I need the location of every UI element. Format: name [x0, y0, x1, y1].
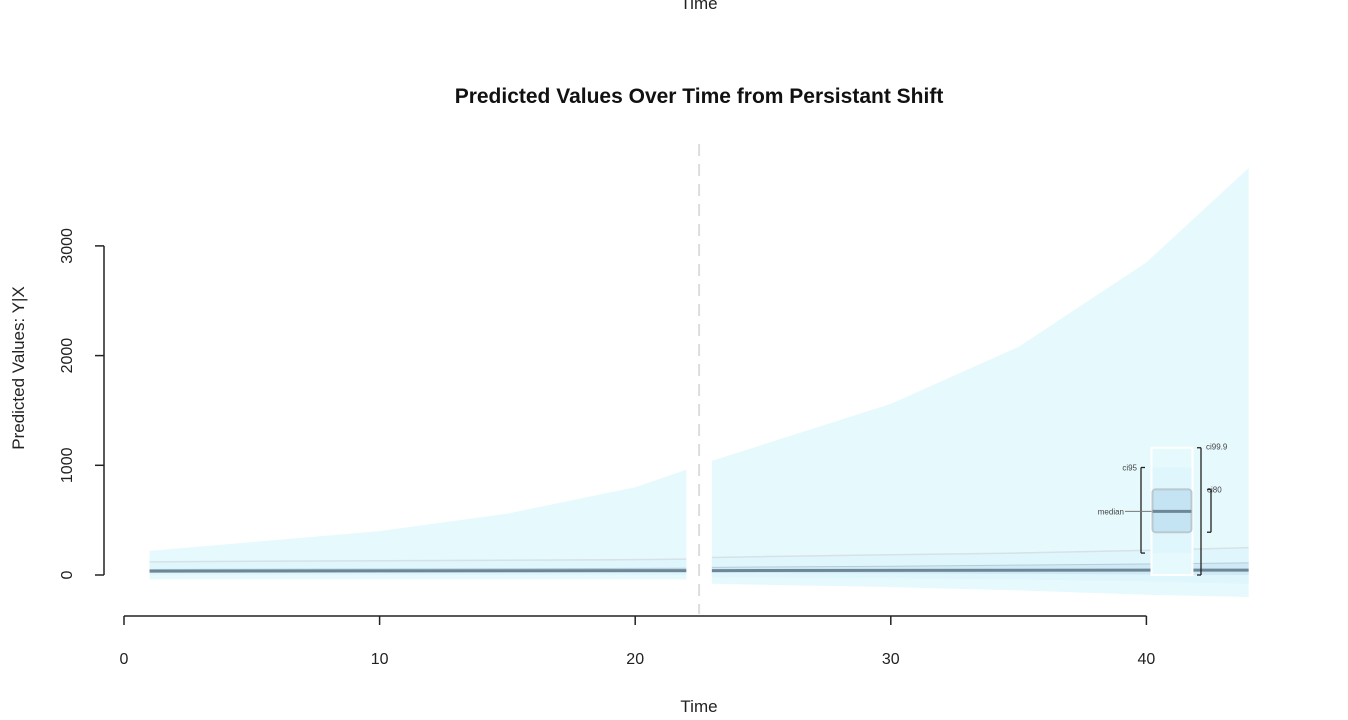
legend-ci99-9-label: ci99.9 — [1206, 443, 1228, 452]
legend-ci95-bracket — [1140, 466, 1145, 554]
legend-ci95-label: ci95 — [1122, 463, 1137, 472]
legend-ci80-bracket — [1207, 488, 1212, 533]
y-tick-label-1000: 1000 — [59, 447, 76, 483]
ci99-9-band-segment-1 — [149, 469, 687, 580]
y-tick-label-0: 0 — [59, 570, 76, 579]
x-tick-label-20: 20 — [626, 651, 644, 668]
x-axis-label: Time — [680, 697, 717, 716]
chart-title: Predicted Values Over Time from Persista… — [455, 85, 944, 108]
median-line-segment-1 — [149, 569, 687, 573]
y-axis-label: Predicted Values: Y|X — [9, 286, 28, 450]
ci80-upper-edge-1 — [149, 567, 687, 571]
x-tick-label-0: 0 — [120, 651, 129, 668]
x-tick-label-40: 40 — [1138, 651, 1156, 668]
ci99-9-band-segment-2 — [711, 168, 1249, 597]
legend-ci80-label: ci80 — [1207, 485, 1222, 494]
x-tick-label-10: 10 — [371, 651, 389, 668]
y-tick-label-3000: 3000 — [59, 228, 76, 264]
x-tick-label-30: 30 — [882, 651, 900, 668]
y-tick-label-2000: 2000 — [59, 338, 76, 374]
cropped-x-axis-label: Time — [680, 0, 717, 13]
legend-median-label: median — [1098, 507, 1124, 516]
axes: 0 10 20 30 40 0 1000 2000 3000 — [59, 228, 1155, 668]
legend: ci95 ci99.9 ci80 median — [1098, 443, 1228, 576]
ci95-upper-edge-1 — [149, 558, 687, 563]
legend-ci99-9-bracket — [1197, 447, 1202, 576]
